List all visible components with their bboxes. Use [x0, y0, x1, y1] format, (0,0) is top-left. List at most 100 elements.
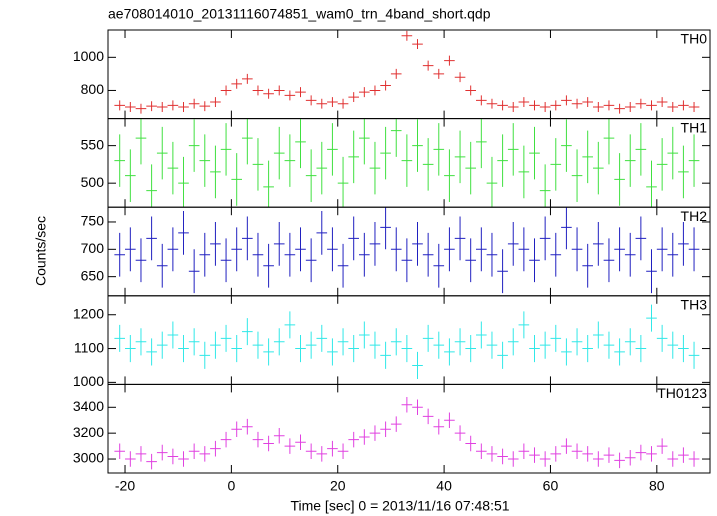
data-bin	[305, 238, 317, 283]
data-bin	[199, 101, 211, 112]
data-bin	[678, 447, 689, 463]
data-bin	[348, 431, 360, 448]
data-bin	[167, 100, 179, 111]
data-bin	[114, 232, 126, 277]
data-bin	[263, 338, 274, 366]
data-bin	[688, 102, 700, 112]
data-bin	[476, 227, 487, 272]
data-bin	[295, 87, 306, 98]
y-tick-label: 1200	[73, 305, 104, 321]
data-bin	[401, 238, 413, 283]
data-bin	[114, 443, 126, 460]
data-bin	[210, 221, 221, 266]
data-bin	[252, 331, 264, 359]
data-bin	[412, 351, 423, 379]
data-bin	[242, 418, 253, 435]
data-bin	[518, 443, 530, 460]
data-bin	[603, 118, 615, 165]
data-bin	[614, 103, 625, 114]
panel-frame	[107, 383, 711, 474]
x-tick-label: 80	[649, 478, 665, 494]
data-bin	[327, 440, 338, 457]
data-bin	[369, 331, 381, 359]
data-bin	[220, 123, 232, 176]
data-bin	[507, 221, 519, 266]
data-bin	[412, 221, 423, 266]
data-bin	[284, 232, 296, 277]
data-bin	[561, 207, 572, 250]
data-bin	[167, 321, 179, 349]
data-bin	[624, 232, 636, 277]
data-bin	[486, 98, 498, 109]
data-bin	[624, 449, 636, 466]
data-bin	[635, 444, 647, 461]
data-bin	[401, 134, 413, 187]
y-tick-label: 3200	[73, 424, 104, 440]
data-bin	[178, 156, 189, 208]
data-bin	[380, 126, 391, 180]
data-bin	[593, 102, 604, 112]
data-bin	[454, 425, 466, 441]
data-bin	[422, 408, 434, 425]
series-3	[114, 304, 700, 379]
data-bin	[539, 451, 551, 467]
y-tick-label: 500	[81, 174, 105, 190]
data-bin	[518, 227, 530, 272]
data-bin	[199, 341, 211, 369]
x-axis-label: Time [sec] 0 = 2013/11/16 07:48:51	[290, 498, 509, 514]
data-bin	[284, 90, 296, 101]
data-bin	[656, 438, 668, 454]
data-bin	[635, 335, 647, 363]
data-bin	[688, 134, 700, 187]
x-tick-label: 60	[543, 478, 559, 494]
data-bin	[646, 100, 657, 111]
data-bin	[220, 238, 232, 283]
x-tick-label: 20	[330, 478, 346, 494]
data-bin	[401, 335, 413, 363]
data-bin	[571, 98, 583, 109]
data-bin	[433, 123, 445, 176]
data-bin	[422, 138, 434, 191]
data-bin	[582, 335, 594, 363]
data-bin	[422, 232, 434, 277]
data-bin	[125, 149, 136, 202]
y-tick-label: 750	[81, 213, 105, 229]
data-bin	[593, 221, 604, 266]
data-bin	[561, 338, 572, 366]
data-bin	[188, 249, 200, 294]
data-bin	[305, 95, 317, 106]
data-bin	[359, 321, 370, 349]
data-bin	[295, 335, 306, 363]
data-bin	[476, 443, 487, 460]
data-bin	[273, 221, 285, 266]
data-bin	[667, 331, 679, 359]
data-bin	[199, 446, 211, 462]
data-bin	[561, 95, 572, 106]
data-bin	[624, 328, 636, 356]
data-bin	[635, 123, 647, 176]
data-bin	[273, 126, 285, 180]
x-tick-label: 0	[227, 478, 235, 494]
data-bin	[125, 451, 136, 467]
data-bin	[656, 97, 668, 108]
data-bin	[231, 78, 243, 89]
data-bin	[284, 311, 296, 339]
data-bin	[146, 338, 157, 366]
y-tick-label: 800	[81, 81, 105, 97]
data-bin	[316, 211, 328, 255]
data-bin	[486, 156, 498, 208]
data-bin	[422, 60, 434, 71]
data-bin	[401, 30, 413, 41]
data-bin	[635, 216, 647, 261]
data-bin	[327, 123, 338, 176]
series-4	[114, 396, 700, 470]
data-bin	[369, 425, 381, 441]
data-bin	[646, 160, 657, 208]
data-bin	[210, 97, 221, 108]
data-bin	[125, 227, 136, 272]
data-bin	[614, 452, 625, 469]
data-bin	[252, 85, 264, 96]
data-bin	[156, 444, 168, 461]
data-bin	[656, 324, 668, 352]
